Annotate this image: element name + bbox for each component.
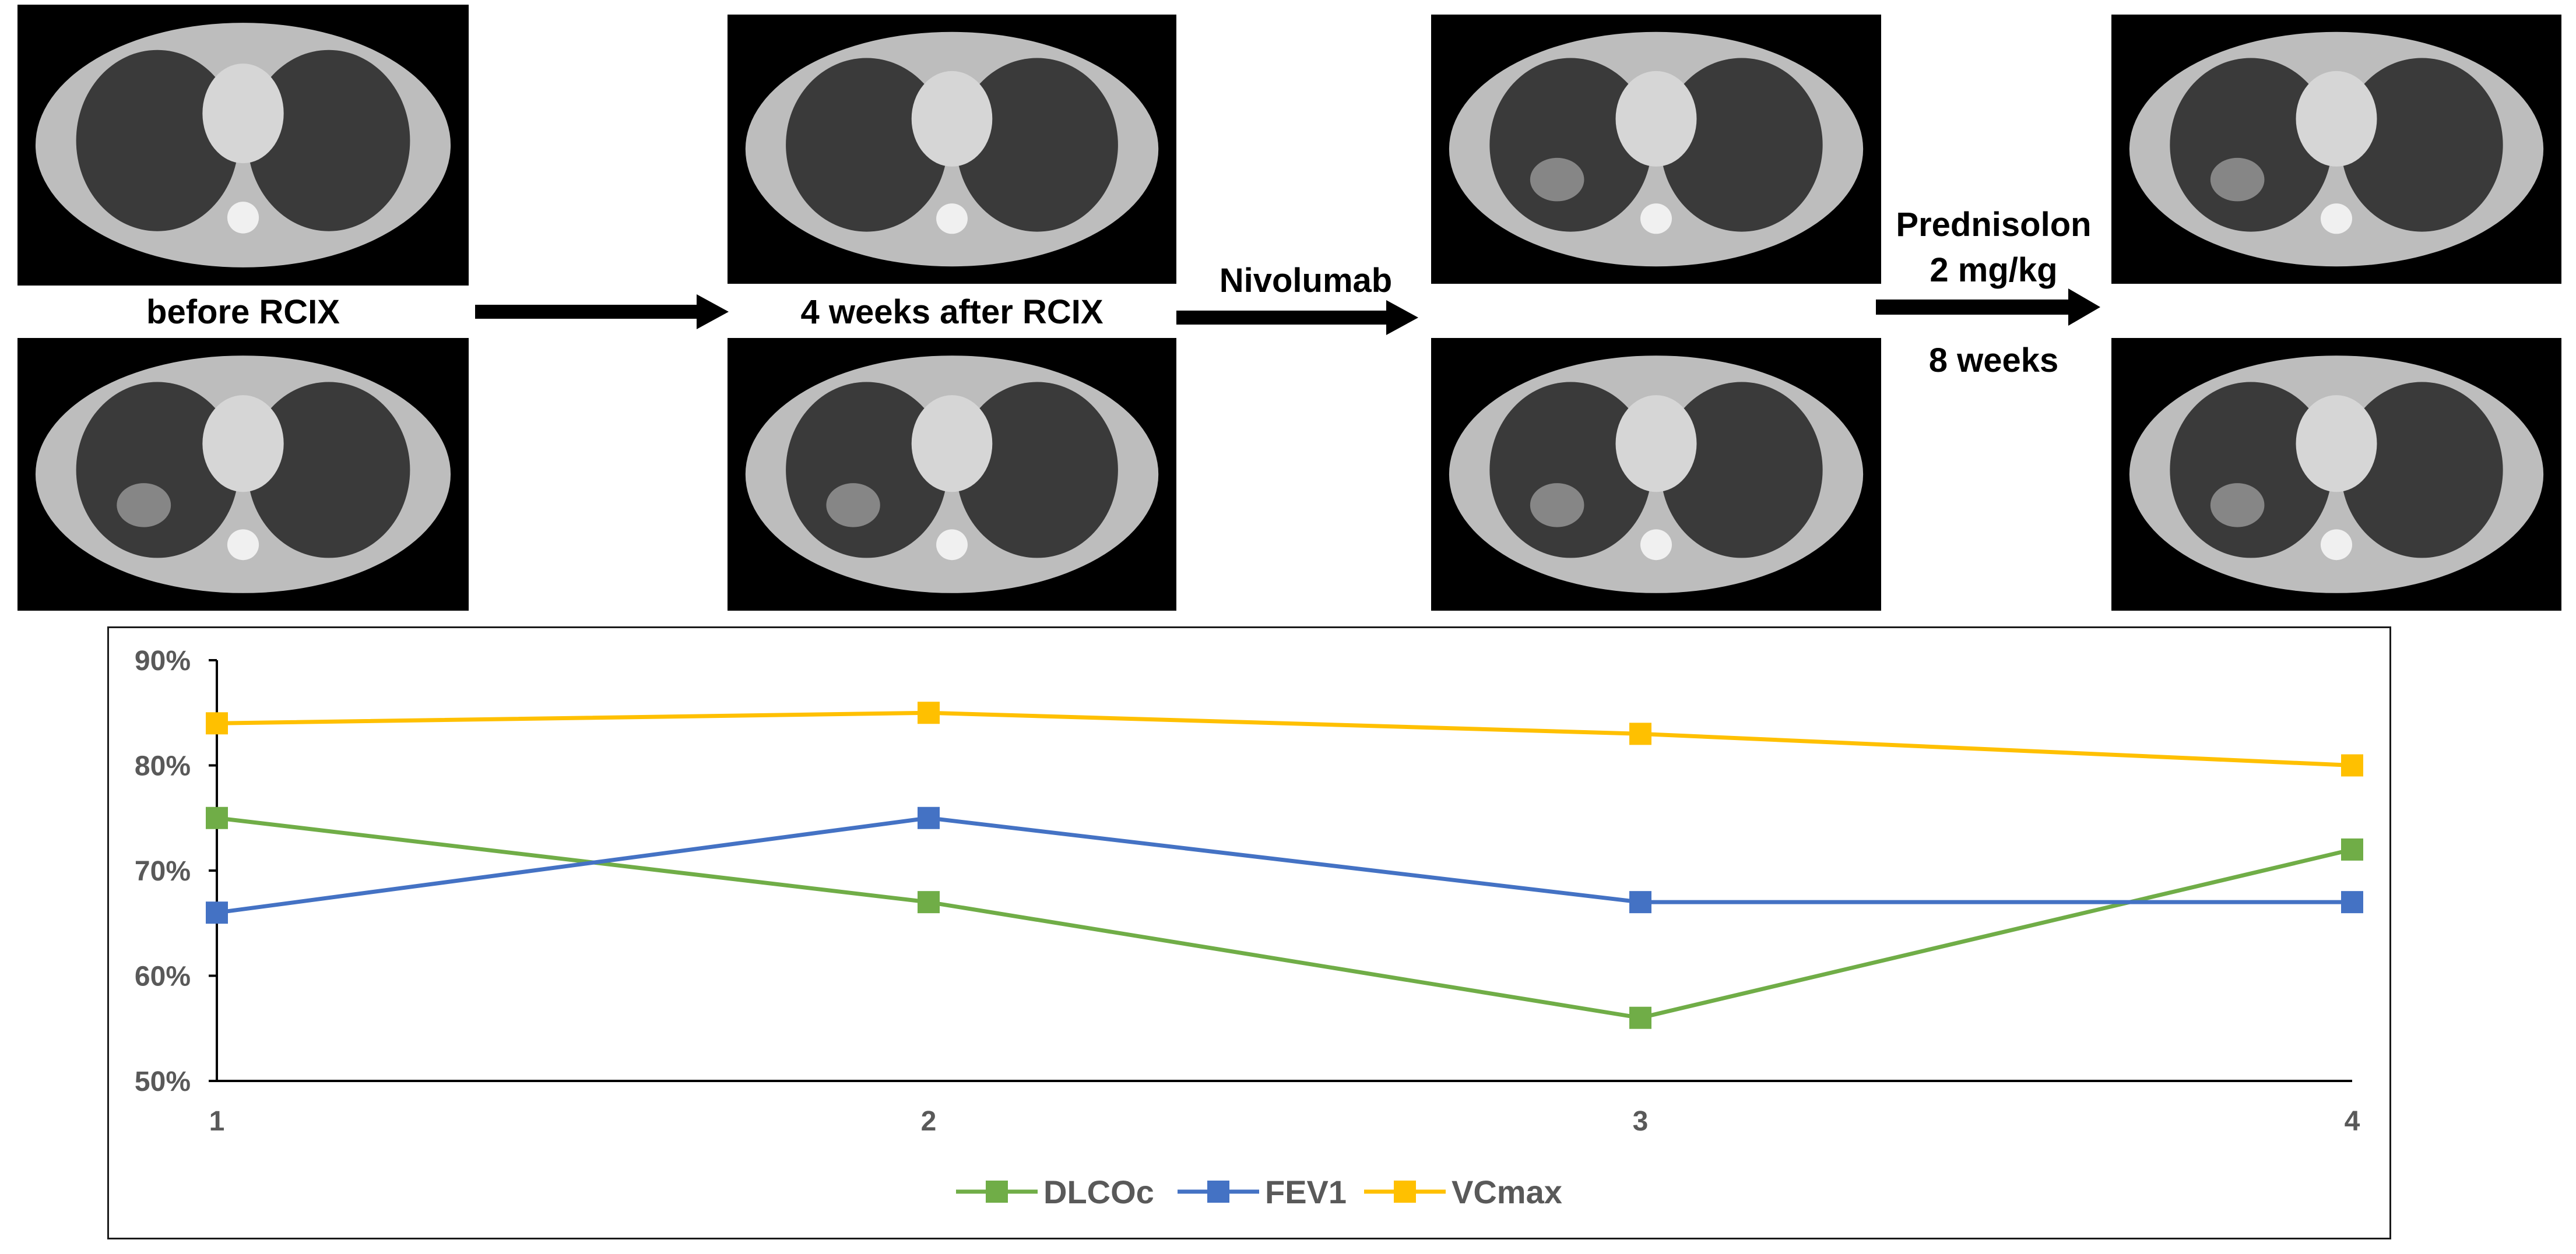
ct-scan-nivolumab-upper xyxy=(1431,15,1881,284)
ct-spine xyxy=(227,529,259,561)
ct-right-lung xyxy=(1489,382,1652,558)
data-point-dlcoc xyxy=(918,891,940,914)
x-tick-label: 3 xyxy=(1633,1106,1649,1137)
y-tick-label: 50% xyxy=(135,1066,191,1097)
ct-right-lung xyxy=(2170,382,2332,558)
ct-scan-steroid-upper xyxy=(2111,15,2561,284)
ct-spine xyxy=(1640,203,1672,234)
arrow-right-icon xyxy=(475,294,729,329)
label-duration: 8 weeks xyxy=(1928,341,2059,379)
label-nivolumab: Nivolumab xyxy=(1219,262,1393,300)
ct-spine xyxy=(227,202,259,234)
ct-scan-after-lower xyxy=(728,338,1176,611)
ct-mediastinum xyxy=(1615,395,1697,492)
ct-opacity xyxy=(2210,157,2265,202)
ct-left-lung xyxy=(247,382,410,558)
label-after-rcix: 4 weeks after RCIX xyxy=(800,293,1104,331)
x-tick-label: 4 xyxy=(2345,1106,2360,1137)
legend-marker-vcmax xyxy=(1394,1181,1416,1203)
y-tick-label: 60% xyxy=(135,961,191,992)
ct-mediastinum xyxy=(911,71,993,167)
series-line-dlcoc xyxy=(216,816,2353,1020)
label-prednisolon: Prednisolon xyxy=(1896,206,2092,244)
ct-scan-after-upper xyxy=(728,15,1176,284)
legend-label-dlcoc: DLCOc xyxy=(1043,1174,1154,1210)
ct-spine xyxy=(936,203,968,234)
y-tick-label: 90% xyxy=(135,646,191,677)
ct-right-lung xyxy=(2170,58,2332,232)
ct-opacity xyxy=(1530,483,1584,527)
ct-spine xyxy=(1640,529,1672,561)
ct-scan-before-lower xyxy=(17,338,469,611)
data-point-vcmax xyxy=(2341,754,2363,777)
data-point-vcmax xyxy=(918,702,940,724)
ct-mediastinum xyxy=(1615,71,1697,167)
y-tick-label: 70% xyxy=(135,856,191,887)
ct-right-lung xyxy=(786,58,948,232)
ct-right-lung xyxy=(76,50,239,231)
ct-scan-nivolumab-lower xyxy=(1431,338,1881,611)
legend-marker-fev1 xyxy=(1207,1181,1229,1203)
ct-mediastinum xyxy=(202,395,284,492)
arrow-right-icon xyxy=(1876,288,2100,326)
ct-spine xyxy=(936,529,968,561)
ct-opacity xyxy=(826,483,880,527)
ct-mediastinum xyxy=(2296,395,2377,492)
ct-mediastinum xyxy=(202,64,284,164)
data-point-fev1 xyxy=(2341,891,2363,914)
label-before-rcix: before RCIX xyxy=(146,293,340,331)
ct-opacity xyxy=(1530,157,1584,202)
data-point-fev1 xyxy=(1629,891,1651,914)
ct-mediastinum xyxy=(2296,71,2377,167)
data-point-vcmax xyxy=(206,712,228,735)
data-point-fev1 xyxy=(206,901,228,924)
ct-left-lung xyxy=(2340,58,2503,232)
ct-left-lung xyxy=(2340,382,2503,558)
ct-opacity xyxy=(2210,483,2265,527)
ct-right-lung xyxy=(76,382,239,558)
data-point-fev1 xyxy=(918,806,940,829)
ct-spine xyxy=(2320,203,2353,234)
data-point-dlcoc xyxy=(2341,838,2363,861)
data-point-dlcoc xyxy=(206,806,228,829)
ct-spine xyxy=(2320,529,2353,561)
legend-marker-dlcoc xyxy=(986,1181,1008,1203)
arrow-right-icon xyxy=(1176,300,1418,335)
series-line-fev1 xyxy=(216,816,2352,915)
data-point-dlcoc xyxy=(1629,1006,1651,1029)
data-point-vcmax xyxy=(1629,723,1651,745)
x-tick-label: 1 xyxy=(209,1106,225,1137)
ct-left-lung xyxy=(956,382,1118,558)
ct-left-lung xyxy=(1660,382,1823,558)
ct-opacity xyxy=(117,483,171,527)
ct-right-lung xyxy=(786,382,948,558)
ct-right-lung xyxy=(1489,58,1652,232)
ct-mediastinum xyxy=(911,395,993,492)
ct-scan-before-upper xyxy=(17,5,469,286)
ct-scan-steroid-lower xyxy=(2111,338,2561,611)
series-line-vcmax xyxy=(216,710,2353,767)
chart-frame xyxy=(107,626,2391,1239)
ct-left-lung xyxy=(1660,58,1823,232)
x-tick-label: 2 xyxy=(921,1106,937,1137)
legend-label-fev1: FEV1 xyxy=(1265,1174,1347,1210)
ct-left-lung xyxy=(247,50,410,231)
ct-left-lung xyxy=(956,58,1118,232)
label-dose: 2 mg/kg xyxy=(1930,251,2058,289)
legend-label-vcmax: VCmax xyxy=(1452,1174,1562,1210)
y-tick-label: 80% xyxy=(135,751,191,782)
